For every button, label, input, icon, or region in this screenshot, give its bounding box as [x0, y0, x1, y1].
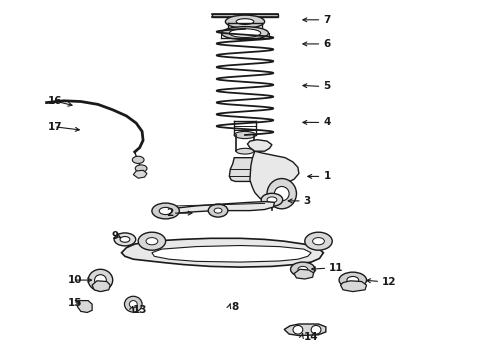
Ellipse shape: [146, 238, 158, 245]
Text: 3: 3: [304, 196, 311, 206]
Ellipse shape: [114, 233, 136, 246]
Text: 7: 7: [323, 15, 331, 25]
Ellipse shape: [236, 148, 254, 154]
Polygon shape: [122, 238, 323, 267]
Ellipse shape: [214, 208, 222, 213]
Text: 11: 11: [329, 263, 344, 273]
Ellipse shape: [88, 269, 113, 291]
Ellipse shape: [120, 237, 130, 242]
Ellipse shape: [159, 207, 172, 215]
Ellipse shape: [95, 275, 106, 285]
Text: 13: 13: [133, 305, 148, 315]
Ellipse shape: [347, 276, 359, 284]
Ellipse shape: [291, 262, 315, 276]
Text: 2: 2: [167, 208, 174, 218]
Text: 6: 6: [323, 39, 331, 49]
Polygon shape: [294, 269, 314, 279]
Ellipse shape: [267, 179, 296, 209]
Text: 15: 15: [68, 298, 82, 308]
Ellipse shape: [208, 204, 228, 217]
Ellipse shape: [293, 325, 303, 334]
Polygon shape: [250, 151, 299, 204]
Polygon shape: [284, 324, 326, 336]
Ellipse shape: [225, 15, 265, 28]
Text: 4: 4: [323, 117, 331, 127]
Text: 9: 9: [112, 231, 119, 241]
Text: 1: 1: [323, 171, 331, 181]
Polygon shape: [341, 281, 367, 292]
Polygon shape: [162, 202, 274, 213]
Text: 12: 12: [382, 276, 397, 287]
Ellipse shape: [234, 131, 256, 139]
Ellipse shape: [129, 301, 137, 308]
Polygon shape: [212, 14, 278, 17]
Ellipse shape: [138, 232, 166, 250]
Ellipse shape: [274, 186, 289, 201]
Text: 14: 14: [304, 332, 318, 342]
Polygon shape: [92, 281, 110, 292]
Ellipse shape: [313, 238, 324, 245]
Ellipse shape: [261, 193, 283, 206]
Polygon shape: [133, 170, 147, 178]
Text: 5: 5: [323, 81, 331, 91]
Ellipse shape: [152, 203, 179, 219]
Ellipse shape: [135, 165, 147, 172]
Polygon shape: [152, 246, 311, 262]
Ellipse shape: [236, 19, 254, 24]
Polygon shape: [247, 140, 272, 151]
Ellipse shape: [221, 27, 269, 40]
Ellipse shape: [339, 272, 367, 288]
Text: 17: 17: [48, 122, 63, 132]
Text: 8: 8: [231, 302, 239, 312]
Polygon shape: [77, 301, 92, 312]
Text: 16: 16: [48, 96, 63, 106]
Ellipse shape: [298, 266, 308, 272]
Text: 10: 10: [68, 275, 82, 285]
Ellipse shape: [124, 296, 142, 312]
Ellipse shape: [305, 232, 332, 250]
Polygon shape: [229, 158, 261, 181]
Ellipse shape: [229, 29, 261, 37]
Ellipse shape: [311, 325, 321, 334]
Ellipse shape: [132, 156, 144, 163]
Ellipse shape: [267, 197, 277, 203]
